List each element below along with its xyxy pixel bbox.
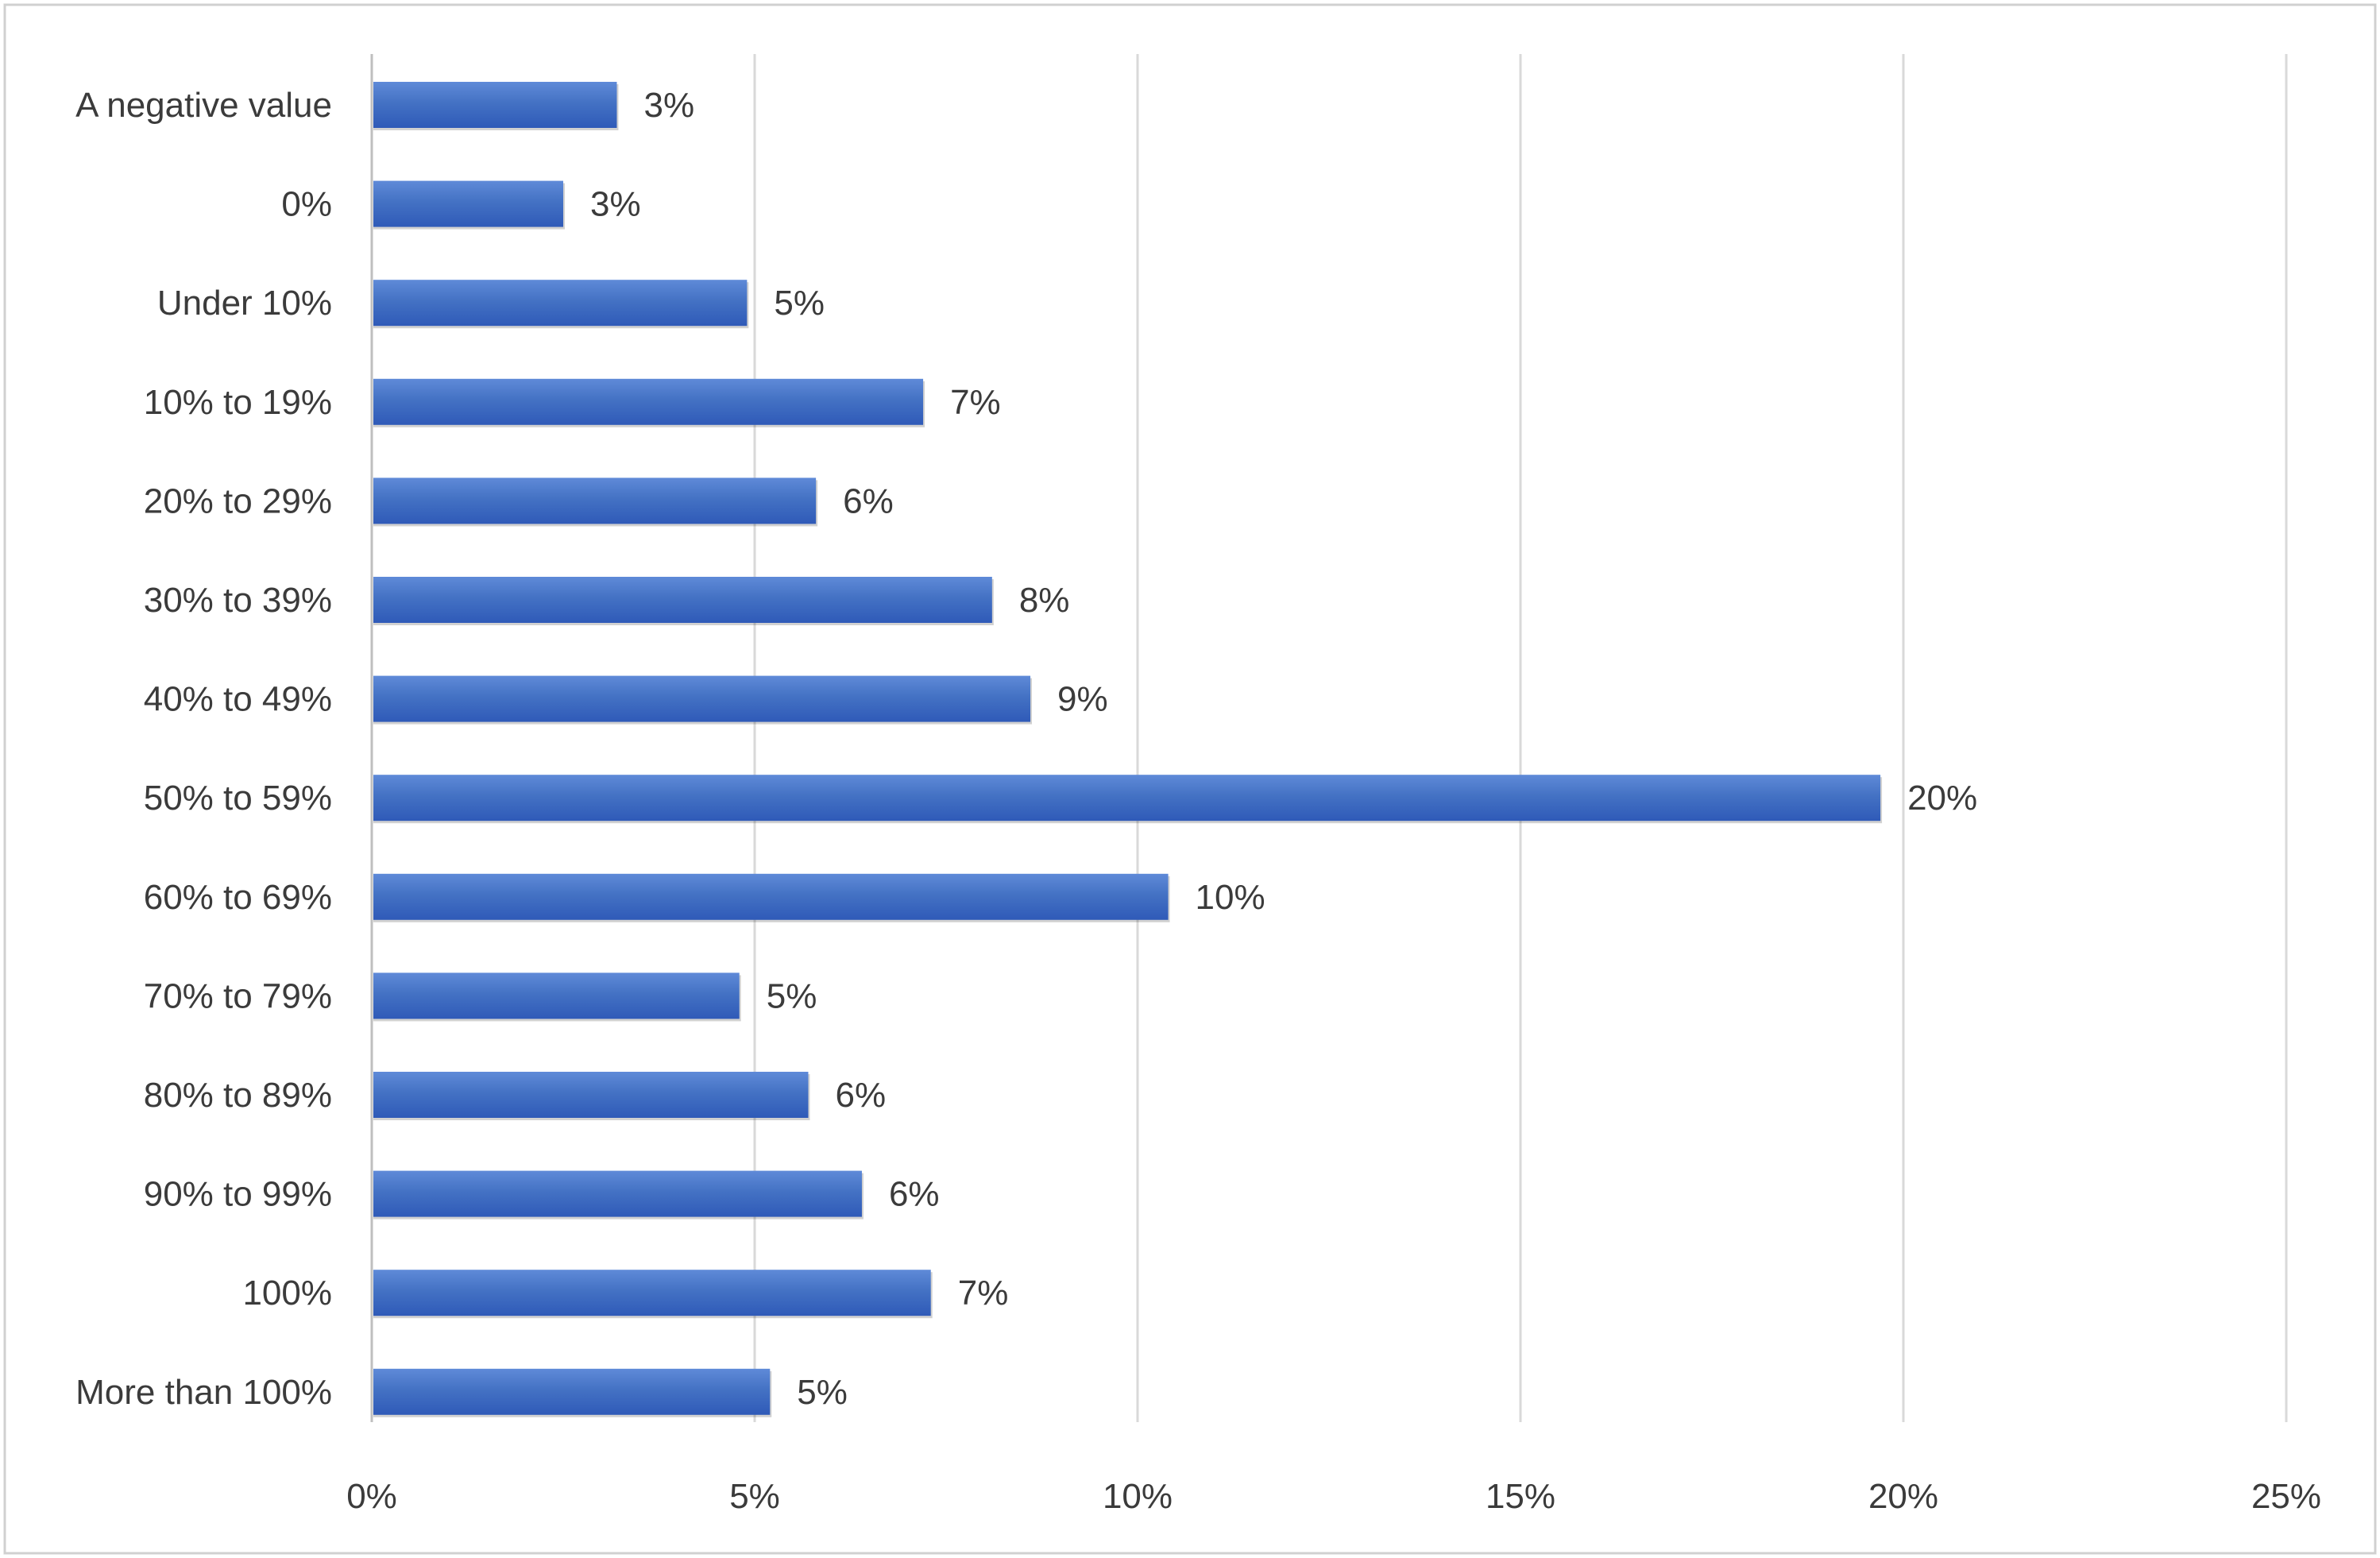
category-label: 40% to 49% bbox=[144, 680, 332, 719]
labels: 0% 5% 10% 15% 20% 25% A negative value 3% 0% 3% Un… bbox=[75, 86, 2321, 1516]
category-label: 90% to 99% bbox=[144, 1175, 332, 1214]
data-label: 3% bbox=[643, 86, 694, 125]
category-label: A negative value bbox=[75, 86, 332, 125]
bar bbox=[373, 82, 617, 128]
data-label: 10% bbox=[1196, 878, 1265, 917]
data-label: 7% bbox=[950, 383, 1001, 422]
bar bbox=[373, 972, 740, 1019]
category-label: More than 100% bbox=[75, 1373, 332, 1412]
data-label: 9% bbox=[1057, 680, 1108, 719]
data-label: 6% bbox=[843, 481, 894, 520]
category-label: 10% to 19% bbox=[144, 383, 332, 422]
bar bbox=[373, 775, 1881, 822]
bar bbox=[373, 1170, 862, 1217]
bar bbox=[373, 1368, 771, 1415]
bar bbox=[373, 873, 1169, 920]
bar bbox=[373, 378, 924, 425]
category-label: 30% to 39% bbox=[144, 581, 332, 620]
bar bbox=[373, 280, 748, 327]
x-tick-label: 5% bbox=[729, 1477, 780, 1516]
bars bbox=[373, 82, 1883, 1417]
bar bbox=[373, 477, 817, 524]
data-label: 5% bbox=[774, 284, 825, 323]
data-label: 5% bbox=[767, 976, 817, 1015]
category-label: 80% to 89% bbox=[144, 1076, 332, 1115]
bar bbox=[373, 1072, 809, 1118]
category-label: Under 10% bbox=[157, 284, 332, 323]
data-label: 5% bbox=[797, 1373, 848, 1412]
x-tick-label: 0% bbox=[346, 1477, 397, 1516]
category-label: 100% bbox=[242, 1274, 332, 1313]
bar bbox=[373, 675, 1031, 722]
data-label: 3% bbox=[590, 185, 641, 224]
bar bbox=[373, 577, 992, 623]
data-label: 20% bbox=[1907, 779, 1977, 818]
data-label: 6% bbox=[889, 1175, 940, 1214]
x-tick-label: 20% bbox=[1868, 1477, 1938, 1516]
category-label: 0% bbox=[281, 185, 332, 224]
data-label: 8% bbox=[1019, 581, 1070, 620]
data-label: 6% bbox=[835, 1076, 886, 1115]
x-tick-label: 25% bbox=[2251, 1477, 2321, 1516]
bar bbox=[373, 1270, 931, 1316]
category-label: 70% to 79% bbox=[144, 976, 332, 1015]
category-label: 50% to 59% bbox=[144, 779, 332, 818]
x-tick-label: 15% bbox=[1486, 1477, 1555, 1516]
data-label: 7% bbox=[958, 1274, 1009, 1313]
x-tick-label: 10% bbox=[1103, 1477, 1173, 1516]
category-label: 60% to 69% bbox=[144, 878, 332, 917]
category-label: 20% to 29% bbox=[144, 481, 332, 520]
bar bbox=[373, 180, 563, 227]
